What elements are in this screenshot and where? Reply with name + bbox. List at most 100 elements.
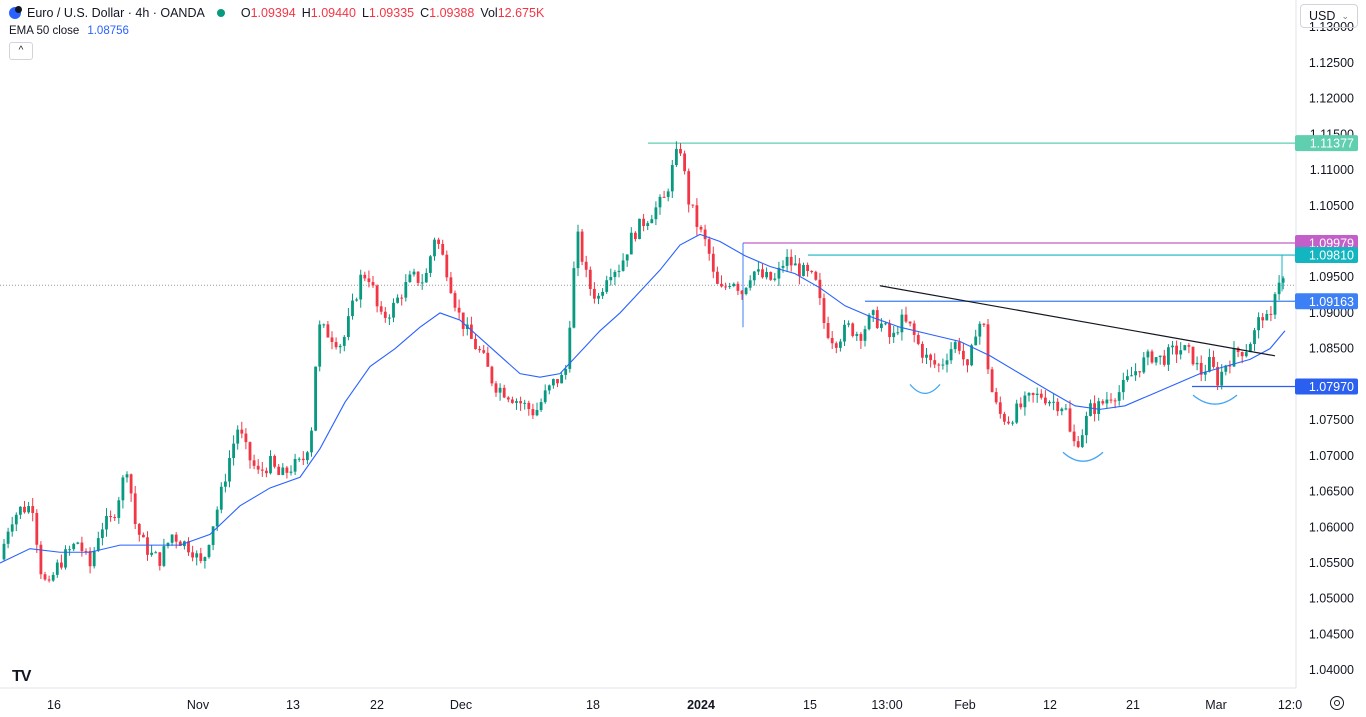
candle-body bbox=[527, 402, 531, 410]
candle-body bbox=[1257, 317, 1260, 331]
currency-flag-icon bbox=[9, 6, 22, 19]
candle-body bbox=[1203, 371, 1207, 375]
candle-body bbox=[1216, 366, 1219, 386]
candle-body bbox=[1080, 435, 1084, 447]
candle-body bbox=[1056, 401, 1060, 412]
candle-body bbox=[634, 232, 637, 240]
x-tick-label: 22 bbox=[370, 698, 384, 712]
candle-body bbox=[720, 283, 723, 287]
candle-body bbox=[781, 265, 785, 268]
candle-body bbox=[511, 399, 514, 403]
candle-body bbox=[101, 529, 104, 539]
candle-body bbox=[424, 272, 428, 283]
candle-body bbox=[974, 336, 978, 346]
candle-body bbox=[970, 345, 973, 366]
candle-body bbox=[1236, 347, 1240, 353]
candle-body bbox=[199, 553, 203, 561]
candle-body bbox=[265, 470, 268, 474]
candle-body bbox=[80, 542, 84, 552]
candle-body bbox=[621, 260, 625, 271]
candle-body bbox=[1101, 401, 1105, 404]
candle-body bbox=[355, 299, 358, 301]
candle-body bbox=[498, 387, 502, 393]
candle-body bbox=[625, 254, 629, 261]
candle-body bbox=[1179, 350, 1183, 355]
candle-body bbox=[908, 321, 912, 324]
candle-body bbox=[310, 430, 313, 453]
candle-body bbox=[949, 349, 953, 361]
candle-body bbox=[572, 268, 576, 328]
candle-body bbox=[174, 534, 178, 542]
candle-body bbox=[531, 409, 535, 416]
x-tick-label: Feb bbox=[954, 698, 976, 712]
candle-body bbox=[986, 324, 990, 370]
candle-body bbox=[1085, 415, 1088, 436]
candle-body bbox=[35, 512, 39, 545]
candle-body bbox=[769, 272, 773, 280]
candle-body bbox=[133, 493, 137, 525]
candle-body bbox=[716, 271, 719, 284]
candle-body bbox=[1134, 371, 1137, 376]
candle-body bbox=[1224, 365, 1228, 372]
candle-body bbox=[76, 542, 80, 544]
candle-body bbox=[486, 352, 490, 367]
y-tick-label: 1.07000 bbox=[1309, 449, 1354, 463]
candle-body bbox=[211, 526, 215, 545]
candle-body bbox=[293, 459, 297, 472]
tradingview-logo[interactable]: TV bbox=[12, 668, 31, 685]
candle-body bbox=[830, 338, 834, 344]
ema-label: EMA 50 close bbox=[9, 25, 80, 37]
candle-body bbox=[1126, 376, 1129, 380]
candle-body bbox=[109, 516, 112, 518]
candle-body bbox=[6, 531, 10, 544]
candle-body bbox=[515, 401, 518, 403]
candle-body bbox=[1265, 313, 1269, 321]
candle-body bbox=[88, 551, 92, 567]
candle-body bbox=[92, 550, 96, 567]
candle-body bbox=[1138, 371, 1142, 373]
candle-body bbox=[588, 269, 592, 289]
gear-icon[interactable] bbox=[1330, 696, 1344, 710]
candle-body bbox=[1109, 399, 1113, 401]
candle-body bbox=[699, 226, 703, 230]
ema-legend[interactable]: EMA 50 close 1.08756 bbox=[9, 25, 129, 37]
candle-body bbox=[117, 500, 121, 518]
candle-body bbox=[1199, 362, 1203, 375]
candle-body bbox=[925, 354, 928, 358]
candle-body bbox=[1183, 345, 1187, 351]
x-tick-label: 12:0 bbox=[1278, 698, 1302, 712]
candle-body bbox=[576, 231, 580, 269]
candle-body bbox=[990, 369, 994, 393]
x-tick-label: 15 bbox=[803, 698, 817, 712]
candle-body bbox=[1130, 375, 1133, 377]
candle-body bbox=[449, 277, 453, 294]
candle-body bbox=[375, 285, 379, 307]
candle-body bbox=[43, 574, 47, 580]
candle-body bbox=[880, 323, 883, 329]
y-tick-label: 1.06000 bbox=[1309, 520, 1354, 534]
collapse-legend-button[interactable]: ^ bbox=[9, 42, 33, 60]
candle-body bbox=[1273, 294, 1277, 315]
symbol-title[interactable]: Euro / U.S. Dollar · 4h · OANDA bbox=[27, 6, 205, 20]
price-level-badge bbox=[1295, 293, 1358, 310]
y-tick-label: 1.11000 bbox=[1310, 163, 1354, 177]
candle-body bbox=[1068, 408, 1072, 432]
candle-body bbox=[998, 402, 1002, 414]
candle-body bbox=[187, 541, 190, 553]
candle-body bbox=[822, 298, 826, 324]
candle-body bbox=[552, 379, 555, 386]
candle-body bbox=[867, 314, 871, 330]
chevron-down-icon: ⌄ bbox=[1341, 10, 1349, 21]
candle-body bbox=[740, 290, 744, 295]
candle-body bbox=[752, 271, 756, 281]
candle-body bbox=[687, 171, 691, 205]
candle-body bbox=[388, 317, 391, 319]
currency-selector[interactable]: USD ⌄ bbox=[1300, 4, 1358, 28]
candle-body bbox=[1019, 403, 1023, 408]
candle-body bbox=[859, 334, 863, 341]
candle-body bbox=[445, 254, 449, 278]
candle-body bbox=[96, 538, 100, 551]
candle-body bbox=[962, 350, 965, 360]
candle-body bbox=[359, 274, 363, 300]
